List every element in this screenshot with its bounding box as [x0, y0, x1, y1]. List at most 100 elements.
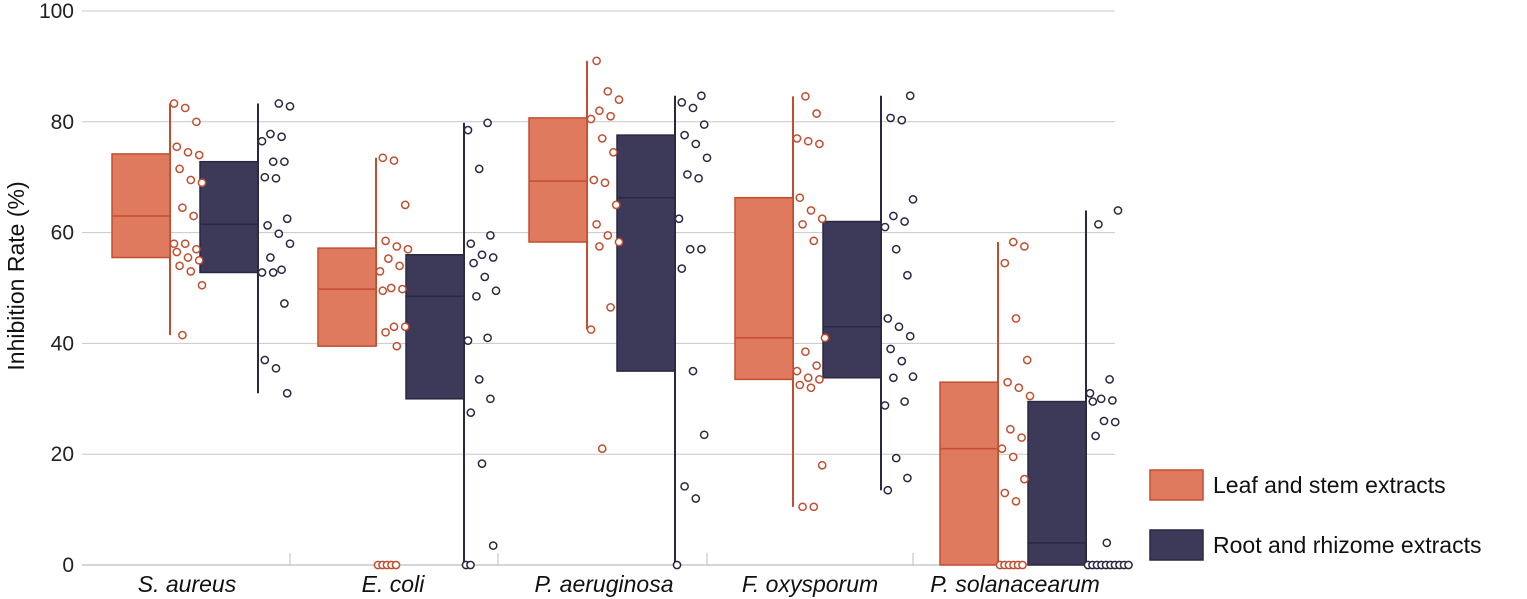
data-point — [699, 430, 709, 440]
data-point — [817, 214, 827, 224]
data-point — [477, 250, 487, 260]
data-point — [488, 541, 498, 550]
data-point — [386, 283, 396, 293]
data-point — [1085, 388, 1095, 398]
data-point — [905, 331, 915, 341]
data-point — [880, 222, 890, 232]
data-point — [1014, 383, 1024, 393]
data-point — [886, 344, 895, 354]
data-point — [486, 394, 495, 404]
data-point — [257, 136, 267, 146]
data-point — [680, 130, 689, 140]
data-point — [685, 244, 695, 254]
data-point — [381, 236, 390, 246]
box-iqr — [734, 196, 794, 381]
data-point — [1017, 433, 1026, 442]
data-point — [395, 261, 404, 271]
data-point — [688, 103, 698, 113]
data-point — [469, 258, 478, 268]
data-point — [280, 157, 289, 167]
data-point — [277, 132, 286, 142]
data-point — [477, 459, 487, 468]
data-point — [897, 115, 907, 125]
data-point — [812, 109, 821, 118]
data-point — [609, 147, 618, 157]
data-point — [1110, 417, 1120, 427]
legend-label: Root and rhizome extracts — [1213, 532, 1481, 558]
data-point — [817, 460, 827, 470]
data-point — [809, 502, 819, 512]
data-point — [1088, 397, 1098, 406]
data-point — [197, 178, 207, 188]
data-point — [186, 267, 196, 276]
data-point — [474, 375, 484, 384]
y-axis-title: Inhibition Rate (%) — [3, 181, 29, 370]
data-point — [180, 103, 190, 113]
data-point — [606, 303, 615, 312]
data-point — [398, 284, 407, 294]
data-point — [192, 117, 201, 127]
data-point — [883, 485, 893, 495]
data-point — [891, 244, 901, 254]
data-point — [285, 101, 295, 111]
x-category-label: S. aureus — [138, 571, 237, 597]
data-point — [614, 237, 624, 247]
data-point — [697, 244, 706, 254]
axes: 0 20 40 60 80 100 Inhibition Rate (%) S. aureus… — [3, 0, 1115, 597]
data-point — [392, 341, 402, 351]
data-point — [592, 219, 601, 229]
data-point — [175, 261, 184, 271]
data-point — [1011, 314, 1021, 323]
data-point — [282, 214, 292, 224]
data-point — [1000, 258, 1010, 268]
data-point — [178, 203, 187, 213]
data-point — [260, 172, 270, 182]
data-point — [595, 106, 604, 116]
data-point — [466, 560, 475, 570]
legend-label: Leaf and stem extracts — [1213, 472, 1446, 498]
data-point — [600, 178, 610, 188]
data-point — [285, 239, 295, 249]
data-point — [463, 336, 473, 345]
y-tick-label-100: 100 — [39, 0, 74, 23]
data-point — [378, 153, 388, 163]
data-point — [391, 560, 401, 570]
y-tick-label-60: 60 — [51, 222, 74, 245]
data-point — [169, 239, 179, 249]
y-tick-label-20: 20 — [51, 443, 74, 466]
data-point — [820, 333, 830, 343]
data-point — [1091, 431, 1100, 441]
data-point — [889, 211, 898, 221]
data-point — [1008, 237, 1018, 247]
data-point — [266, 253, 275, 262]
data-point — [274, 229, 284, 239]
data-point — [611, 200, 621, 210]
data-point — [908, 195, 918, 204]
box-iqr — [822, 220, 882, 379]
data-point — [1099, 416, 1109, 426]
data-point — [699, 120, 709, 129]
data-point — [809, 236, 819, 246]
data-point — [674, 214, 684, 224]
box-iqr — [939, 381, 999, 566]
data-point — [886, 113, 895, 123]
data-point — [486, 231, 495, 240]
data-point — [691, 139, 701, 149]
box-iqr — [317, 247, 377, 347]
data-point — [180, 239, 190, 249]
data-point — [194, 255, 204, 265]
data-point — [702, 153, 712, 163]
data-point — [1011, 496, 1021, 506]
data-point — [1006, 424, 1015, 434]
data-point — [266, 129, 275, 139]
data-point — [606, 111, 615, 121]
data-point — [483, 118, 492, 128]
data-point — [378, 286, 388, 296]
data-point — [1020, 242, 1029, 251]
data-point — [677, 98, 687, 107]
data-point — [194, 150, 204, 160]
data-point — [595, 242, 604, 251]
data-point — [189, 211, 198, 221]
legend-swatch — [1149, 529, 1204, 561]
